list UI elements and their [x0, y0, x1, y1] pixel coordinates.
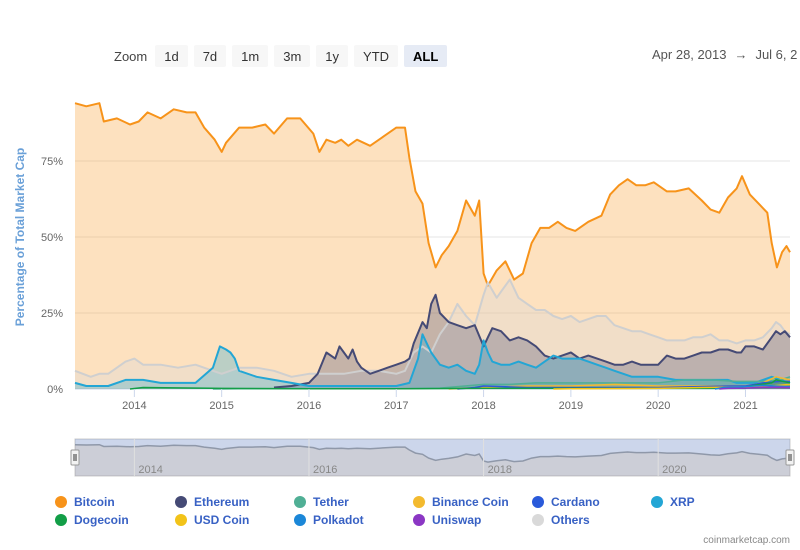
y-tick-label: 75% — [41, 156, 63, 168]
y-tick-label: 50% — [41, 232, 63, 244]
legend-label: Tether — [313, 494, 349, 509]
legend-marker-icon — [532, 495, 544, 508]
legend-label: Others — [551, 512, 590, 527]
legend-item-xrp[interactable]: XRP — [651, 494, 751, 509]
series-line-uniswap[interactable] — [719, 386, 791, 390]
range-from-input[interactable]: Apr 28, 2013 — [652, 47, 727, 62]
navigator-tick-label: 2014 — [138, 464, 162, 476]
legend-label: Bitcoin — [74, 494, 115, 509]
legend-marker-icon — [532, 513, 544, 526]
series-area-bitcoin — [75, 103, 790, 389]
series-areas — [75, 103, 790, 389]
legend-item-cardano[interactable]: Cardano — [532, 494, 651, 509]
legend-item-ethereum[interactable]: Ethereum — [175, 494, 294, 509]
legend-label: Ethereum — [194, 494, 250, 509]
legend-marker-icon — [294, 495, 306, 508]
navigator-line — [74, 443, 791, 463]
legend: Bitcoin Ethereum Tether Binance Coin Cardano… — [55, 494, 755, 527]
legend-item-usd-coin[interactable]: USD Coin — [175, 512, 294, 527]
x-tick-label: 2014 — [122, 400, 146, 412]
series-line-xrp[interactable] — [74, 333, 791, 387]
zoom-1y-button[interactable]: 1y — [316, 45, 349, 67]
zoom-3m-button[interactable]: 3m — [274, 45, 311, 67]
x-tick-label: 2015 — [209, 400, 233, 412]
x-tick-label: 2016 — [297, 400, 321, 412]
series-line-binance-coin[interactable] — [448, 376, 791, 390]
navigator-left-handle[interactable] — [70, 449, 80, 466]
zoom-label: Zoom — [114, 48, 148, 64]
navigator-selection[interactable] — [75, 439, 790, 476]
legend-label: XRP — [670, 494, 695, 509]
legend-item-others[interactable]: Others — [532, 512, 651, 527]
zoom-1m-button[interactable]: 1m — [232, 45, 269, 67]
legend-marker-icon — [175, 495, 187, 508]
zoom-ytd-button[interactable]: YTD — [354, 45, 399, 67]
legend-item-dogecoin[interactable]: Dogecoin — [55, 512, 175, 527]
legend-label: Binance Coin — [432, 494, 509, 509]
series-area-xrp — [75, 334, 790, 389]
credits-link[interactable]: coinmarketcap.com — [703, 535, 790, 546]
legend-label: Cardano — [551, 494, 600, 509]
zoom-all-button[interactable]: ALL — [404, 45, 448, 67]
x-tick-label: 2019 — [559, 400, 583, 412]
navigator-tick-label: 2018 — [488, 464, 512, 476]
handle-grip[interactable] — [70, 449, 80, 466]
series-lines — [74, 102, 791, 390]
x-tick-label: 2020 — [646, 400, 670, 412]
y-axis: 0% 25% 50% 75% — [41, 156, 63, 396]
range-to-input[interactable]: Jul 6, 2 — [755, 47, 798, 62]
range-arrow: → — [734, 47, 748, 62]
series-line-others[interactable] — [74, 278, 791, 378]
y-tick-label: 25% — [41, 308, 63, 320]
navigator-area — [75, 444, 790, 476]
legend-item-uniswap[interactable]: Uniswap — [413, 512, 532, 527]
legend-item-binance-coin[interactable]: Binance Coin — [413, 494, 532, 509]
legend-marker-icon — [175, 513, 187, 526]
y-tick-label: 0% — [47, 384, 63, 396]
zoom-1d-button[interactable]: 1d — [155, 45, 188, 67]
navigator-tick-label: 2016 — [313, 464, 337, 476]
x-tick-label: 2017 — [384, 400, 408, 412]
navigator-right-handle[interactable] — [785, 449, 795, 466]
legend-label: Dogecoin — [74, 512, 129, 527]
legend-item-bitcoin[interactable]: Bitcoin — [55, 494, 175, 509]
legend-label: USD Coin — [194, 512, 250, 527]
x-axis: 2014 2015 2016 2017 2018 2019 2020 2021 — [122, 389, 758, 412]
navigator-tick-label: 2020 — [662, 464, 686, 476]
handle-grip[interactable] — [785, 449, 795, 466]
zoom-7d-button[interactable]: 7d — [193, 45, 227, 67]
legend-label: Polkadot — [313, 512, 364, 527]
legend-marker-icon — [294, 513, 306, 526]
series-line-bitcoin[interactable] — [74, 102, 791, 287]
y-axis-title: Percentage of Total Market Cap — [13, 148, 27, 327]
date-range: Apr 28, 2013 → Jul 6, 2 — [652, 47, 797, 62]
x-tick-label: 2021 — [733, 400, 757, 412]
series-line-polkadot[interactable] — [714, 384, 791, 390]
zoom-bar: Zoom 1d 7d 1m 3m 1y YTD ALL — [114, 44, 448, 68]
legend-item-polkadot[interactable]: Polkadot — [294, 512, 413, 527]
legend-marker-icon — [651, 495, 663, 508]
legend-marker-icon — [413, 513, 425, 526]
series-area-others — [75, 279, 790, 389]
series-line-cardano[interactable] — [457, 380, 790, 390]
legend-marker-icon — [55, 513, 67, 526]
legend-label: Uniswap — [432, 512, 482, 527]
x-tick-label: 2018 — [471, 400, 495, 412]
navigator[interactable]: 2014 2016 2018 2020 — [70, 438, 795, 477]
legend-marker-icon — [413, 495, 425, 508]
legend-marker-icon — [55, 495, 67, 508]
legend-item-tether[interactable]: Tether — [294, 494, 413, 509]
series-line-ethereum[interactable] — [273, 293, 791, 389]
series-area-ethereum — [274, 294, 790, 389]
